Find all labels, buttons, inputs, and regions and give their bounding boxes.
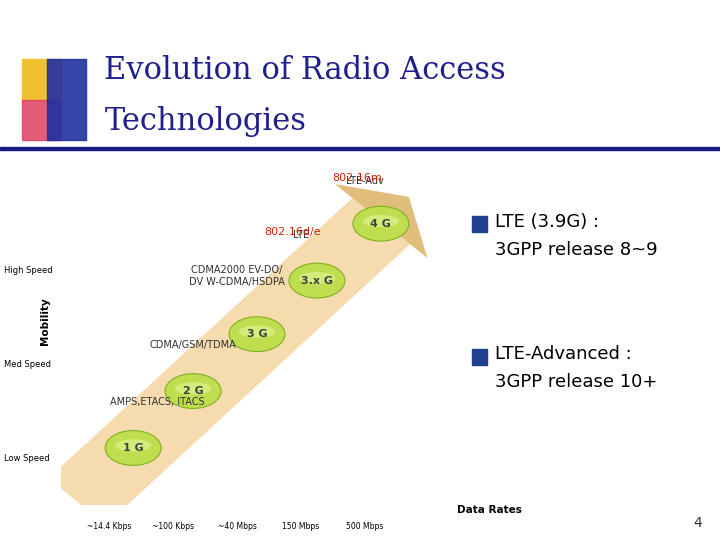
Text: 802.16m: 802.16m <box>332 173 382 184</box>
Ellipse shape <box>353 206 409 241</box>
Bar <box>0 147 720 150</box>
Ellipse shape <box>105 430 161 465</box>
Text: 3GPP release 8~9: 3GPP release 8~9 <box>495 241 657 259</box>
Ellipse shape <box>165 374 221 408</box>
Text: LTE-Adv: LTE-Adv <box>346 176 384 186</box>
Ellipse shape <box>239 326 275 338</box>
Text: Data Rates: Data Rates <box>457 505 522 515</box>
Ellipse shape <box>363 215 399 227</box>
Bar <box>472 217 487 232</box>
Text: 4: 4 <box>693 516 702 530</box>
Bar <box>22 100 61 140</box>
Bar <box>22 59 61 100</box>
Ellipse shape <box>289 263 345 298</box>
Ellipse shape <box>115 439 151 451</box>
Text: ~14.4 Kbps: ~14.4 Kbps <box>87 522 131 531</box>
Text: Evolution of Radio Access: Evolution of Radio Access <box>104 55 506 86</box>
Text: 150 Mbps: 150 Mbps <box>282 522 320 531</box>
Text: 3GPP release 10+: 3GPP release 10+ <box>495 373 657 392</box>
Text: LTE: LTE <box>293 230 309 240</box>
Text: 2 G: 2 G <box>183 386 204 396</box>
Text: Low Speed: Low Speed <box>4 454 49 463</box>
Text: LTE-Advanced :: LTE-Advanced : <box>495 345 631 363</box>
Polygon shape <box>48 198 410 525</box>
Text: ~40 Mbps: ~40 Mbps <box>217 522 256 531</box>
Text: Technologies: Technologies <box>104 106 307 137</box>
Bar <box>472 349 487 365</box>
Text: Mobility: Mobility <box>40 297 50 345</box>
Text: 500 Mbps: 500 Mbps <box>346 522 384 531</box>
Bar <box>47 59 86 140</box>
Text: CDMA2000 EV-DO/
DV W-CDMA/HSDPA: CDMA2000 EV-DO/ DV W-CDMA/HSDPA <box>189 265 285 287</box>
Text: High Speed: High Speed <box>4 266 53 275</box>
Ellipse shape <box>175 382 211 395</box>
Text: Med Speed: Med Speed <box>4 360 50 369</box>
Polygon shape <box>335 184 428 258</box>
Text: AMPS,ETACS, ITACS: AMPS,ETACS, ITACS <box>109 397 204 407</box>
Text: 1 G: 1 G <box>122 443 143 453</box>
Text: 802.16d/e: 802.16d/e <box>265 227 321 237</box>
Text: 3 G: 3 G <box>247 329 267 339</box>
Text: ~100 Kbps: ~100 Kbps <box>152 522 194 531</box>
Text: 4 G: 4 G <box>371 219 391 228</box>
Ellipse shape <box>229 317 285 352</box>
Text: 3.x G: 3.x G <box>301 275 333 286</box>
Text: LTE (3.9G) :: LTE (3.9G) : <box>495 213 599 231</box>
Text: CDMA/GSM/TDMA: CDMA/GSM/TDMA <box>150 340 236 350</box>
Ellipse shape <box>299 272 335 284</box>
